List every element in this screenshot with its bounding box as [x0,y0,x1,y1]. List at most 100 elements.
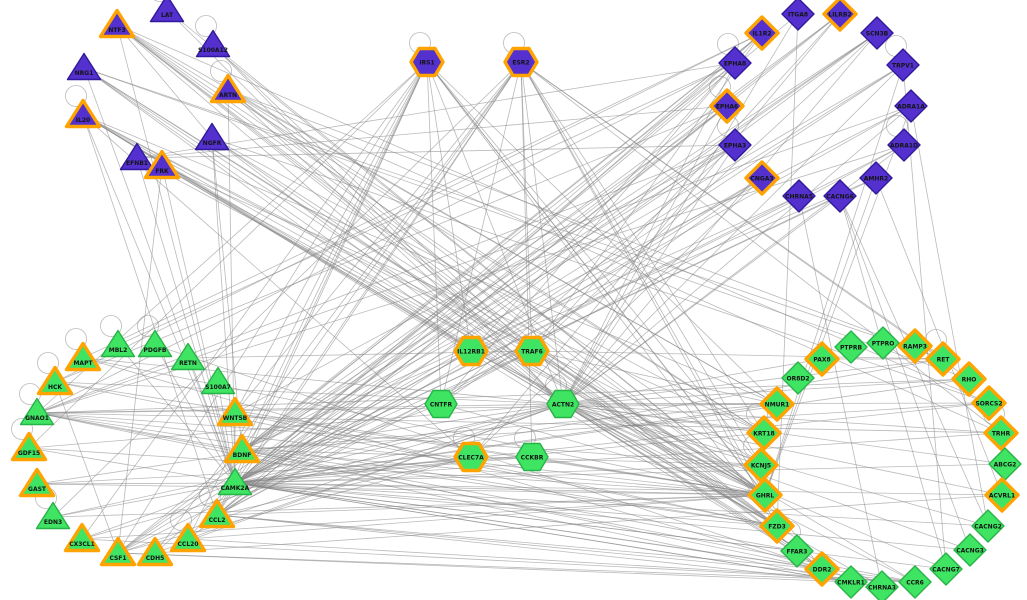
edge [764,64,904,496]
node-NTF3[interactable]: NTF3 [98,8,136,39]
triangle-node-shape [36,365,74,396]
node-ADRA1A[interactable]: ADRA1A [894,89,928,123]
node-CNTFR[interactable]: CNTFR [424,389,458,419]
triangle-node-shape [63,522,101,553]
edge [234,463,1006,484]
edge [520,61,533,352]
node-CCR6[interactable]: CCR6 [898,565,932,599]
diamond-node-shape [718,46,752,80]
triangle-node-shape [209,73,247,104]
node-WNT5B[interactable]: WNT5B [216,396,254,427]
node-ACVRL1[interactable]: ACVRL1 [984,477,1020,513]
edge [241,105,728,451]
edge [875,177,1003,496]
edge [426,61,778,405]
node-ADRA1D[interactable]: ADRA1D [887,128,921,162]
edge [776,13,799,527]
edge [136,105,728,159]
node-TRAF6[interactable]: TRAF6 [514,335,550,367]
node-CLEC7A[interactable]: CLEC7A [453,441,489,473]
node-EDN3[interactable]: EDN3 [35,501,71,530]
edge [216,177,763,516]
node-RETN[interactable]: RETN [170,342,206,371]
edge [216,514,916,583]
node-ACTN2[interactable]: ACTN2 [546,389,580,419]
edge [520,61,778,527]
self-loop-edge [137,315,159,337]
self-loop-edge [37,352,59,374]
node-HCK[interactable]: HCK [36,365,74,396]
node-GDF15[interactable]: GDF15 [10,431,48,462]
node-SORCS2[interactable]: SORCS2 [971,385,1007,421]
edge [440,177,763,405]
diamond-node-shape [781,361,815,395]
node-SCN3B[interactable]: SCN3B [860,16,894,50]
node-CX3CL1[interactable]: CX3CL1 [63,522,101,553]
node-PTPRB[interactable]: PTPRB [834,330,868,364]
node-NRG1[interactable]: NRG1 [66,52,102,81]
node-IL1R2[interactable]: IL1R2 [744,15,780,51]
edge [136,62,736,159]
node-CACNG2[interactable]: CACNG2 [971,509,1005,543]
edge [764,177,877,496]
node-CSF1[interactable]: CSF1 [99,536,137,567]
node-IRS1[interactable]: IRS1 [409,46,445,78]
edge [187,494,766,540]
node-EPHA6[interactable]: EPHA6 [709,88,745,124]
edge [562,403,798,552]
edge [562,403,883,588]
edge [36,144,736,414]
node-PAX8[interactable]: PAX8 [804,341,840,377]
diamond-node-shape [780,534,814,568]
edge [54,105,728,383]
edge [161,165,236,484]
triangle-node-shape [194,122,230,151]
node-ARTN[interactable]: ARTN [209,73,247,104]
node-RET[interactable]: RET [925,341,961,377]
edge [212,44,564,405]
self-loop-edge [65,328,87,350]
node-CACNG3[interactable]: CACNG3 [953,533,987,567]
diamond-node-shape [804,341,840,377]
node-LILRB2[interactable]: LILRB2 [822,0,858,32]
self-loop-edge [210,60,232,82]
edge [234,358,944,484]
diamond-node-shape [951,361,987,397]
node-MAPT[interactable]: MAPT [64,341,102,372]
node-RHO[interactable]: RHO [951,361,987,397]
node-MBL2[interactable]: MBL2 [100,329,136,358]
diamond-node-shape [929,552,963,586]
triangle-node-shape [217,467,253,496]
triangle-node-shape [143,149,181,180]
edge [82,114,236,484]
node-AMHR2[interactable]: AMHR2 [859,161,893,195]
node-NGFR[interactable]: NGFR [194,122,230,151]
edge [217,381,236,484]
node-ITGA8[interactable]: ITGA8 [781,0,815,31]
node-CCKBR[interactable]: CCKBR [515,442,549,472]
triangle-node-shape [223,433,261,464]
node-TRHR[interactable]: TRHR [983,415,1019,451]
node-CACNG7[interactable]: CACNG7 [929,552,963,586]
node-KRT18[interactable]: KRT18 [746,415,782,451]
node-IL20[interactable]: IL20 [64,98,102,129]
edge [234,144,736,484]
edge [241,32,763,451]
node-IL12RB1[interactable]: IL12RB1 [453,335,489,367]
edge [28,447,236,484]
edge [234,482,971,551]
node-FFAR3[interactable]: FFAR3 [780,534,814,568]
node-S100A12[interactable]: S100A12 [195,29,231,58]
diamond-node-shape [759,508,795,544]
edge [764,105,912,496]
triangle-node-shape [10,431,48,462]
edge [36,412,778,527]
node-PDGFB[interactable]: PDGFB [137,329,173,358]
edge [241,449,762,466]
node-ESR2[interactable]: ESR2 [503,46,539,78]
diamond-node-shape [866,326,900,360]
diamond-node-shape [834,330,868,364]
node-LAT[interactable]: LAT [149,0,185,23]
